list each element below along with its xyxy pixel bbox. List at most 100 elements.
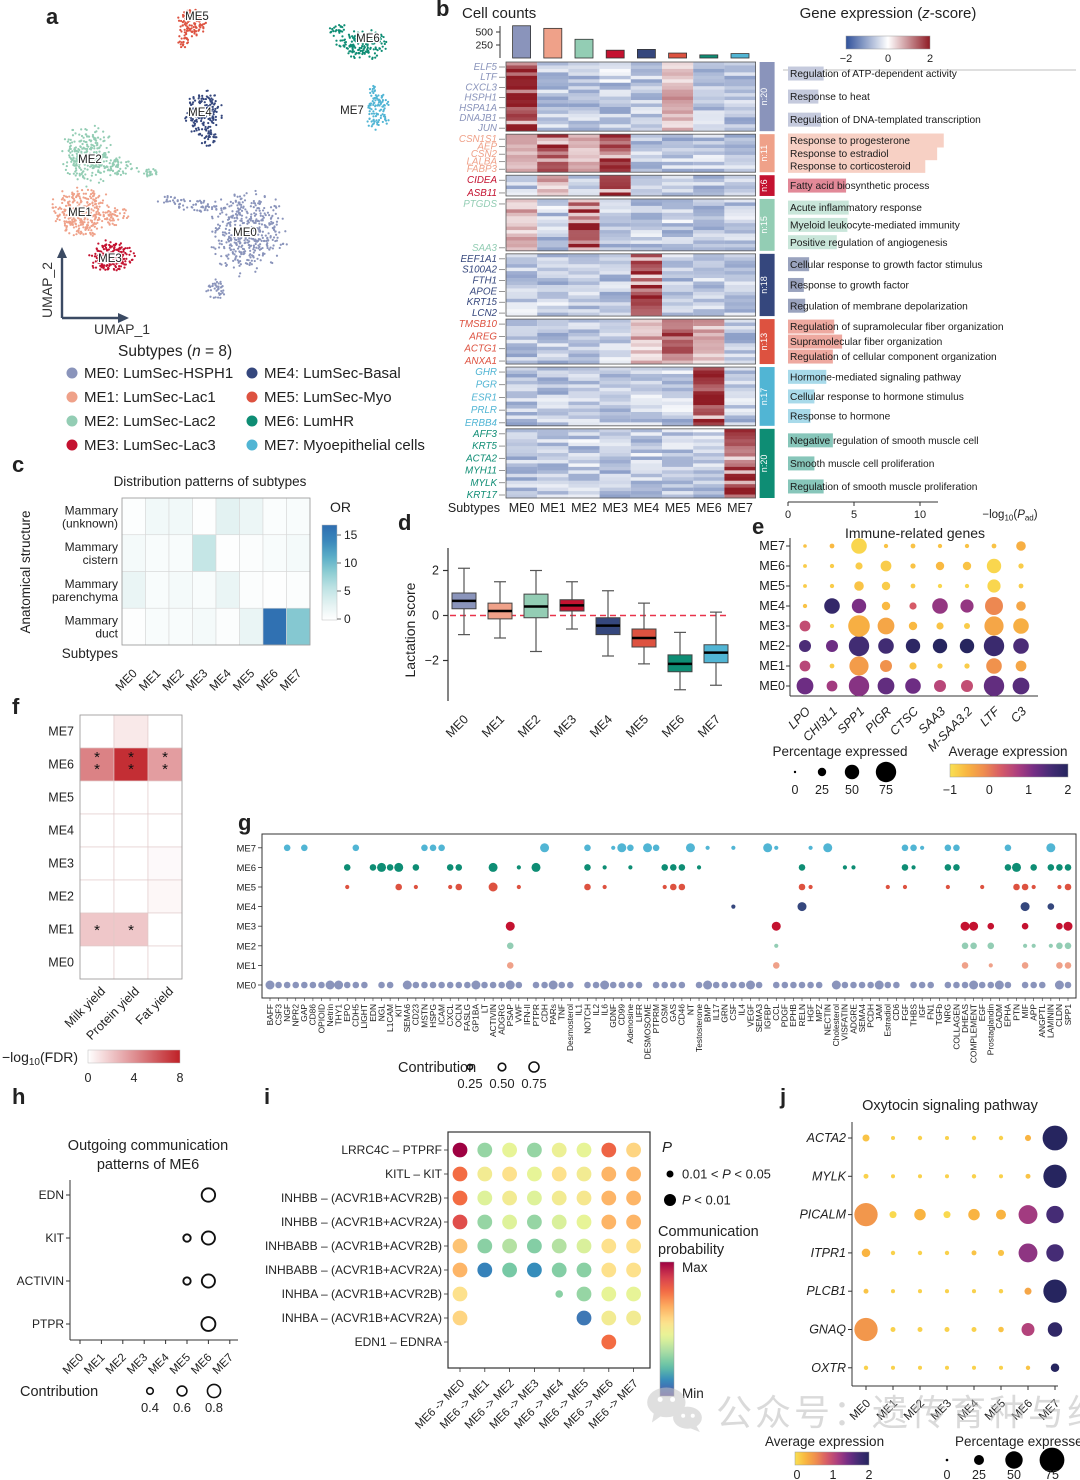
panel-c-col-label: ME3 <box>183 666 211 694</box>
pathway-label: ADGRG <box>496 1004 506 1035</box>
subtype-col-label: ME6 <box>696 501 722 515</box>
pathway-label: TNF <box>557 1004 567 1020</box>
pathway-label: CDH5 <box>351 1004 361 1027</box>
panel-j-gene-label: OXTR <box>811 1361 846 1375</box>
panel-h-row-label: KIT <box>45 1231 64 1245</box>
panel-g-row-label: ME4 <box>236 902 256 913</box>
pathway-label: IL1 <box>574 1004 584 1016</box>
panel-h-xtick: ME3 <box>125 1352 150 1377</box>
panel-h-legend-tick: 0.4 <box>141 1400 159 1415</box>
subtype-legend-entry: ME1: LumSec-Lac1 <box>84 389 216 406</box>
umap-cluster-label-ME2: ME2 <box>78 154 102 166</box>
expr-tick: 2 <box>1064 783 1071 797</box>
panel-j-gene-label: ITPR1 <box>811 1246 846 1260</box>
pathway-label: EPHB <box>788 1004 798 1027</box>
panel-j-expr-tick: 0 <box>794 1468 801 1480</box>
zscore-colorbar-title: Gene expression (z-score) <box>800 5 977 22</box>
pathway-label: NRG <box>943 1004 953 1023</box>
go-term: Regulation of supramolecular fiber organ… <box>790 322 1004 333</box>
panel-d-ytick: 0 <box>432 609 439 623</box>
anatomy-row-label: Mammary <box>65 577 118 591</box>
panel-h-row-label: PTPR <box>32 1317 64 1331</box>
pathway-label: COMPLEMENT <box>968 1004 978 1063</box>
subtype-legend-entry: ME5: LumSec-Myo <box>264 389 392 406</box>
panel-a-label: a <box>46 4 59 29</box>
pathway-label: NPR2 <box>291 1004 301 1027</box>
pathway-label: GP1BA <box>471 1004 481 1032</box>
pathway-label: DHEAS <box>960 1004 970 1033</box>
umap-cluster-ME6 <box>328 23 388 60</box>
pct-tick: 0 <box>792 783 799 797</box>
gene-label: KRT15 <box>467 297 498 308</box>
go-term: Cellular response to growth factor stimu… <box>790 260 983 271</box>
umap-cluster-ME7 <box>366 84 390 131</box>
gene-label: ANXA1 <box>464 356 497 367</box>
panel-h-row-label: ACTIVIN <box>17 1274 64 1288</box>
pathway-label: EGF <box>977 1004 987 1021</box>
anatomy-row-label: Mammary <box>65 540 118 554</box>
significance-star: * <box>128 922 134 939</box>
pathway-label: EPO <box>342 1004 352 1022</box>
umap-cluster-ME0 <box>156 189 288 299</box>
gene-label: GHR <box>475 367 497 378</box>
panel-e-row-label: ME7 <box>759 539 785 553</box>
pathway-label: GRN <box>720 1004 730 1023</box>
panel-d-xtick: ME0 <box>443 712 471 740</box>
panel-h-xtick: ME4 <box>147 1351 173 1377</box>
pathway-label: FGF <box>900 1004 910 1021</box>
pvalue-legend-title: P <box>662 1139 672 1156</box>
panel-f-row-label: ME7 <box>48 725 74 739</box>
gene-label: DNAJB1 <box>459 113 497 124</box>
panel-j-xtick: ME0 <box>848 1398 873 1423</box>
contribution-tick: 0.50 <box>489 1076 514 1091</box>
pathway-label: SEMA4 <box>857 1004 867 1033</box>
significance-star: * <box>94 922 100 939</box>
pathway-label: ANGPTL <box>1037 1004 1047 1038</box>
gene-label: TMSB10 <box>459 319 498 330</box>
pathway-label: PARs <box>548 1004 558 1025</box>
umap-cluster-label-ME3: ME3 <box>98 253 122 265</box>
go-axis-label: −log10(Pad) <box>982 509 1037 523</box>
panel-j-pct-tick: 0 <box>944 1468 951 1480</box>
gene-label: CIDEA <box>467 175 497 186</box>
umap-cluster-label-ME7: ME7 <box>340 105 364 117</box>
pathway-label: Prostaglandin <box>986 1004 996 1056</box>
pathway-label: NGL <box>376 1004 386 1022</box>
ligand-receptor-label: INHBABB – (ACVR1B+ACVR2B) <box>265 1239 442 1253</box>
panel-j-expr-tick: 1 <box>830 1468 837 1480</box>
panel-f-row-label: ME2 <box>48 890 74 904</box>
panel-d-boxplot: Lactation score 2 0 −2 ME0 ME1 ME2 ME3 ME4 ME5 ME6… <box>402 548 729 740</box>
ligand-receptor-label: INHBB – (ACVR1B+ACVR2B) <box>281 1191 442 1205</box>
panel-d-ylabel: Lactation score <box>402 582 418 677</box>
pathway-label: Estradiol <box>883 1004 893 1037</box>
ligand-receptor-label: EDN1 – EDNRA <box>355 1335 442 1349</box>
subtypes-axis-label: Subtypes <box>448 501 500 515</box>
expr-tick: 1 <box>1025 783 1032 797</box>
gene-label: S100A2 <box>462 265 497 276</box>
pathway-label: Cholesterol <box>831 1004 841 1047</box>
panel-g-row-label: ME5 <box>236 883 256 894</box>
go-term: Hormone-mediated signaling pathway <box>790 372 962 383</box>
pathway-label: CSF3 <box>273 1004 283 1026</box>
go-term: Cellular response to hormone stimulus <box>790 392 964 403</box>
pathway-label: CD6 <box>891 1004 901 1021</box>
gene-label: EEF1A1 <box>461 254 498 265</box>
anatomy-row-label: (unknown) <box>62 516 118 530</box>
panel-d-xtick: ME5 <box>623 712 651 740</box>
pathway-label: FN1 <box>926 1004 936 1020</box>
umap-x-axis-label: UMAP_1 <box>94 321 150 337</box>
pathway-label: NGF <box>282 1004 292 1022</box>
go-term: Response to hormone <box>790 412 891 423</box>
ligand-receptor-label: INHBB – (ACVR1B+ACVR2A) <box>281 1215 442 1229</box>
module-size-label: n:6 <box>759 179 769 192</box>
cell-counts-tick: 250 <box>475 40 493 52</box>
panel-j-gene-label: GNAQ <box>809 1323 846 1337</box>
pct-legend-title: Percentage expressed <box>772 744 907 759</box>
go-term: Regulation of DNA-templated transcriptio… <box>790 115 981 126</box>
panel-e-row-label: ME5 <box>759 579 785 593</box>
panel-f-row-label: ME6 <box>48 758 74 772</box>
panel-j-pct-tick: 25 <box>972 1468 986 1480</box>
pathway-label: LAMININ <box>1046 1004 1056 1038</box>
